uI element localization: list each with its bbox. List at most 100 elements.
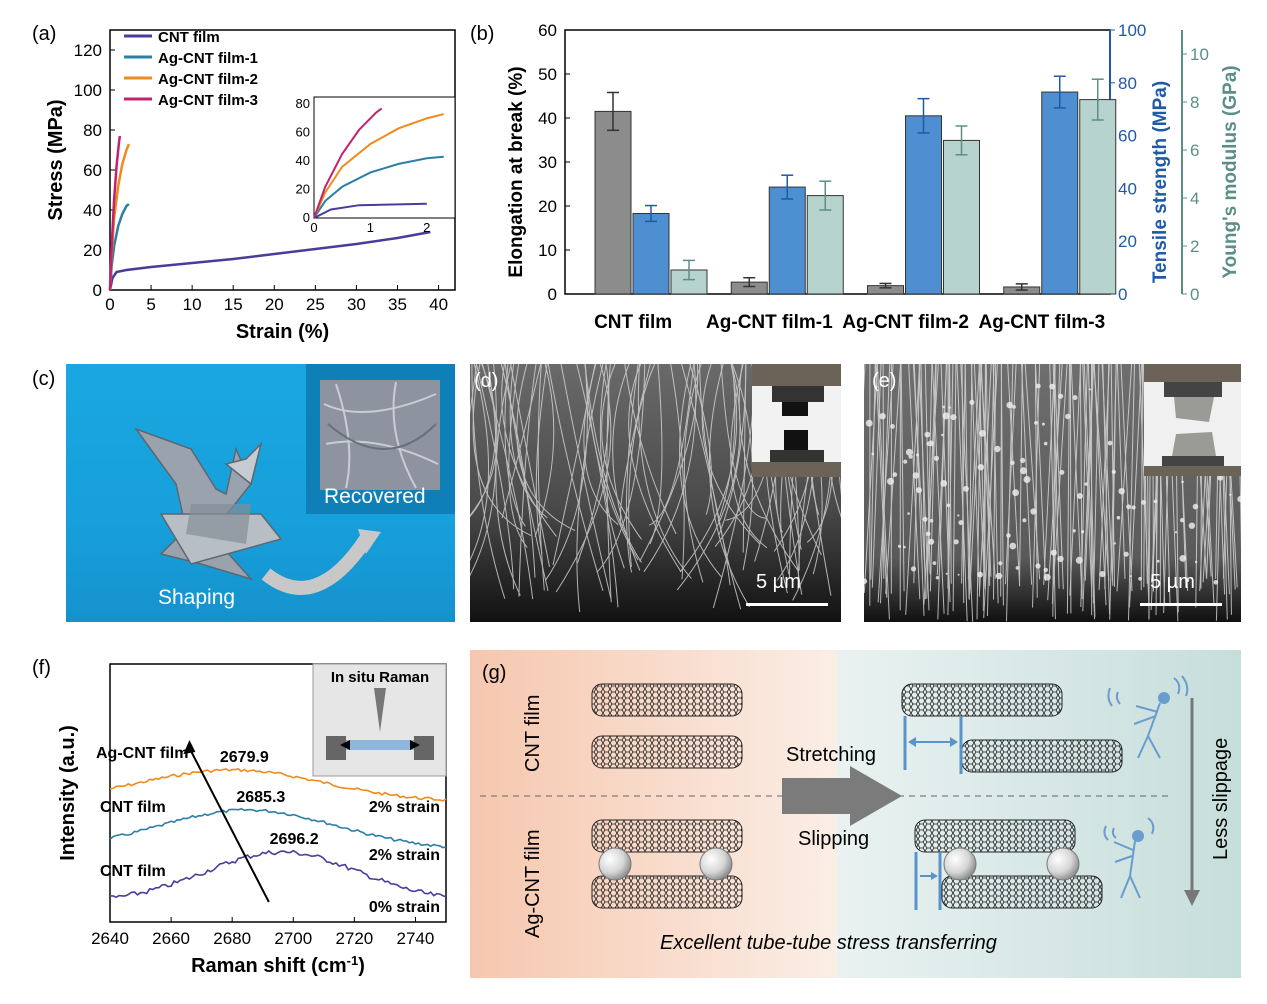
ag-nanoparticle bbox=[1076, 493, 1083, 499]
ag-nanoparticle bbox=[1010, 460, 1015, 465]
strain-label: 2% strain bbox=[369, 799, 440, 816]
sem-fiber bbox=[1082, 364, 1093, 598]
y-axis-label-left: Elongation at break (%) bbox=[506, 66, 527, 277]
ag-nanoparticle bbox=[907, 512, 910, 515]
y-tick-label-left: 20 bbox=[538, 197, 557, 216]
sem-fiber bbox=[648, 364, 695, 526]
ag-nanoparticle bbox=[957, 514, 960, 517]
y-tick-label: 60 bbox=[83, 161, 102, 180]
series-name-label: CNT film bbox=[100, 863, 166, 880]
inset-series-line-4 bbox=[313, 107, 383, 219]
sem-fiber bbox=[1116, 364, 1133, 592]
stress-strain-chart: (a) 0 5 10 15 20 25 30 35 40020406080100120Strai… bbox=[32, 23, 456, 343]
sem-fiber bbox=[679, 364, 738, 573]
ag-nanoparticle bbox=[1126, 504, 1131, 510]
sem-fiber bbox=[1129, 364, 1143, 608]
series-line-4 bbox=[108, 135, 122, 291]
inset-y-tick-label: 40 bbox=[296, 153, 310, 168]
ag-nanoparticle bbox=[897, 544, 902, 548]
x-tick-label: 2700 bbox=[274, 929, 312, 948]
slippage-schematic bbox=[470, 650, 1241, 978]
recovered-label: Recovered bbox=[324, 485, 426, 508]
sem-fiber bbox=[481, 364, 534, 600]
schematic-caption: Excellent tube-tube stress transferring bbox=[660, 932, 997, 954]
ag-nanoparticle bbox=[942, 412, 950, 420]
ag-nanoparticle bbox=[1113, 542, 1116, 545]
ag-nanoparticle bbox=[1043, 441, 1048, 446]
ag-nanoparticle bbox=[1118, 488, 1125, 495]
sem-fiber bbox=[882, 364, 885, 579]
x-tick-label: 0 bbox=[105, 295, 114, 314]
sample-film bbox=[340, 740, 420, 750]
cnt-tube bbox=[591, 683, 743, 717]
sem-fiber bbox=[738, 364, 799, 571]
ag-nanoparticle bbox=[916, 453, 920, 457]
ag-nanoparticle bbox=[1084, 482, 1088, 486]
bar-young-s-modulus bbox=[1079, 99, 1117, 295]
x-tick-label: 2680 bbox=[213, 929, 251, 948]
sem-fiber bbox=[501, 364, 542, 519]
raman-spectrum-1 bbox=[109, 767, 447, 802]
sem-fiber bbox=[584, 364, 639, 561]
clamp-right bbox=[414, 736, 434, 760]
sem-fiber bbox=[495, 364, 521, 596]
y-axis-label-right1: Tensile strength (MPa) bbox=[1150, 81, 1171, 283]
ag-nanoparticle bbox=[1030, 508, 1037, 515]
legend-entry: Ag-CNT film-2 bbox=[158, 71, 258, 88]
cnt-tube bbox=[961, 739, 1123, 773]
sem-fiber bbox=[624, 364, 677, 535]
y-tick-label: 120 bbox=[74, 41, 102, 60]
sem-fiber bbox=[676, 364, 741, 591]
pull-arrow-left bbox=[340, 740, 350, 750]
y-tick-label: 40 bbox=[83, 201, 102, 220]
ag-nanoparticle bbox=[910, 566, 917, 572]
inset-x-tick-label: 1 bbox=[367, 220, 374, 235]
bar-young-s-modulus bbox=[806, 195, 844, 295]
x-tick-label: 5 bbox=[146, 295, 155, 314]
less-slippage-label: Less slippage bbox=[1210, 737, 1232, 860]
ag-nanoparticle bbox=[977, 464, 984, 471]
ag-nanoparticle bbox=[1141, 500, 1146, 505]
ag-nanoparticle bbox=[950, 414, 957, 421]
sem-fiber bbox=[708, 364, 750, 608]
ag-nanoparticle bbox=[903, 459, 908, 464]
cnt-tube bbox=[941, 875, 1103, 909]
sem-fiber bbox=[1087, 364, 1096, 618]
inset-y-tick-label: 0 bbox=[303, 210, 310, 225]
y-tick-label-right2: 0 bbox=[1190, 285, 1199, 304]
scale-bar-label-e: 5 µm bbox=[1150, 571, 1195, 593]
ag-particle bbox=[598, 847, 632, 881]
bar-tensile-strength bbox=[1041, 91, 1079, 295]
ag-nanoparticle bbox=[945, 572, 948, 575]
bar-young-s-modulus bbox=[943, 139, 980, 295]
y-tick-label-right1: 20 bbox=[1118, 232, 1137, 251]
ag-nanoparticle bbox=[1006, 533, 1011, 538]
cnt-film-sem-image: 5 µm bbox=[470, 364, 841, 622]
ag-nanoparticle bbox=[1099, 571, 1106, 578]
sem-fiber bbox=[683, 364, 704, 583]
ag-nanoparticle bbox=[1229, 493, 1232, 496]
legend-entry: Ag-CNT film-1 bbox=[158, 50, 258, 67]
panel-e-label: (e) bbox=[872, 370, 897, 392]
plot-frame bbox=[109, 663, 447, 923]
sem-fiber bbox=[537, 364, 545, 591]
sem-fiber bbox=[871, 364, 882, 588]
ag-nanoparticle bbox=[925, 531, 931, 537]
ag-nanoparticle bbox=[1023, 476, 1031, 483]
ag-nanoparticle bbox=[1194, 560, 1198, 564]
ag-nanoparticle bbox=[957, 573, 960, 576]
inset-series-line-2 bbox=[313, 155, 444, 219]
cnt-tube bbox=[591, 875, 743, 909]
ag-nanoparticle bbox=[929, 518, 934, 523]
cnt-tube bbox=[914, 819, 1076, 853]
cnt-tube bbox=[901, 683, 1063, 717]
ag-nanoparticle bbox=[958, 520, 964, 526]
peak-label: 2679.9 bbox=[220, 749, 269, 766]
ag-nanoparticle bbox=[935, 576, 940, 580]
peak-label: 2696.2 bbox=[270, 831, 319, 848]
y-tick-label-right1: 80 bbox=[1118, 74, 1137, 93]
ag-nanoparticle bbox=[994, 445, 1001, 453]
sem-fiber bbox=[596, 364, 646, 573]
panel-g-label: (g) bbox=[482, 662, 507, 684]
sem-fiber bbox=[1084, 364, 1094, 581]
